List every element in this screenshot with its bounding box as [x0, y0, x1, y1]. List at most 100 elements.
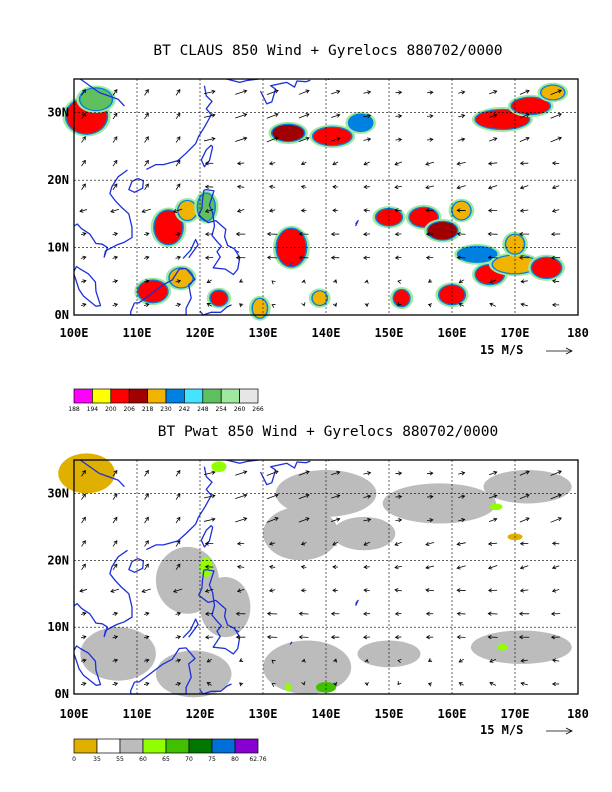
wind-arrow [363, 161, 370, 166]
wind-arrow [518, 635, 530, 640]
wind-arrow [266, 89, 279, 96]
wind-arrow [112, 112, 118, 120]
wind-arrow [206, 303, 212, 307]
colorbar-tick-label: 194 [87, 406, 99, 413]
wind-arrow [239, 303, 244, 308]
wind-arrow [489, 494, 498, 499]
wind-arrow [112, 232, 119, 237]
reference-arrow-head [565, 347, 573, 355]
wind-arrow [332, 588, 338, 593]
wind-arrow [519, 113, 530, 119]
wind-arrow [298, 231, 309, 237]
wind-arrow [489, 470, 498, 476]
wind-arrow [427, 278, 433, 283]
wind-arrow [144, 493, 149, 500]
wind-arrow [456, 634, 466, 640]
wind-arrow [456, 161, 466, 166]
wind-arrow [456, 588, 466, 593]
shaded-region [349, 114, 372, 131]
longitude-label: 180 [567, 707, 589, 721]
wind-arrow [271, 304, 276, 308]
longitude-label: 140E [312, 326, 341, 340]
shaded-region [155, 650, 232, 698]
wind-arrow [300, 208, 307, 213]
wind-arrow [300, 184, 307, 190]
wind-arrow [487, 231, 498, 237]
wind-arrow [235, 635, 246, 640]
wind-arrow [425, 565, 435, 570]
wind-arrow [268, 184, 276, 190]
wind-arrow [519, 493, 530, 500]
wind-arrow [551, 302, 560, 308]
wind-arrow [518, 255, 530, 260]
shaded-region [428, 221, 458, 240]
wind-arrow [331, 470, 341, 476]
wind-arrow [80, 635, 87, 640]
colorbar-tick-label: 62.76 [249, 756, 266, 763]
coastline-segment [198, 188, 241, 276]
wind-arrow [235, 136, 248, 142]
latitude-labels: 0N 10N 20N 30N [47, 106, 69, 322]
shaded-region [483, 470, 572, 504]
wind-arrow [550, 635, 561, 640]
wind-arrow [144, 563, 149, 571]
wind-arrow [112, 682, 119, 687]
wind-arrow [203, 517, 216, 522]
coastline-segment [73, 265, 102, 307]
wind-arrow [175, 658, 182, 663]
wind-arrow [520, 279, 528, 284]
wind-arrow [458, 517, 466, 523]
wind-arrow [425, 255, 434, 260]
wind-arrow [238, 658, 244, 662]
wind-arrow [81, 112, 86, 120]
wind-arrow [175, 635, 182, 640]
wind-arrow [203, 470, 216, 476]
wind-arrow [236, 184, 245, 189]
reference-vector-label: 15 M/S [480, 343, 523, 357]
colorbar-tick-label: 0 [72, 756, 76, 763]
coastline-segment [259, 460, 311, 486]
wind-arrow [331, 89, 341, 95]
wind-arrow [236, 588, 245, 593]
wind-arrow [550, 470, 562, 476]
wind-arrow [175, 563, 181, 571]
wind-arrow [300, 541, 307, 546]
wind-arrow [394, 208, 402, 213]
wind-arrow [487, 565, 498, 570]
wind-arrow [489, 517, 498, 522]
wind-arrow [143, 279, 150, 284]
latitude-label: 10N [47, 241, 69, 255]
coastline-segment [146, 85, 213, 170]
wind-arrow [112, 563, 118, 571]
colorbar-tick-label: 55 [116, 756, 124, 763]
wind-arrow [519, 541, 529, 546]
colorbar-tick-label: 230 [160, 406, 172, 413]
wind-arrow [330, 611, 340, 616]
longitude-label: 110E [123, 326, 152, 340]
wind-arrow [425, 185, 435, 190]
wind-arrow [425, 611, 434, 616]
shaded-region [511, 97, 550, 115]
wind-arrow [144, 159, 149, 167]
wind-arrow [143, 682, 150, 687]
wind-arrow [80, 279, 87, 284]
coastline-segment [289, 641, 293, 645]
coastline-segment [259, 79, 311, 105]
wind-arrow [175, 183, 181, 190]
wind-arrow [364, 279, 369, 284]
longitude-label: 150E [375, 707, 404, 721]
wind-arrow [425, 208, 434, 213]
wind-arrow [363, 471, 372, 476]
wind-arrow [206, 279, 212, 284]
latitude-label: 20N [47, 173, 69, 187]
colorbar-swatch [119, 738, 144, 754]
longitude-label: 180 [567, 326, 589, 340]
wind-arrow [550, 611, 561, 616]
shaded-region [138, 280, 168, 303]
wind-arrow [175, 232, 182, 237]
wind-arrow [519, 208, 529, 213]
lat-lon-grid [74, 79, 578, 315]
wind-arrow [364, 302, 369, 307]
wind-arrow [81, 88, 86, 96]
wind-arrow [458, 471, 466, 476]
